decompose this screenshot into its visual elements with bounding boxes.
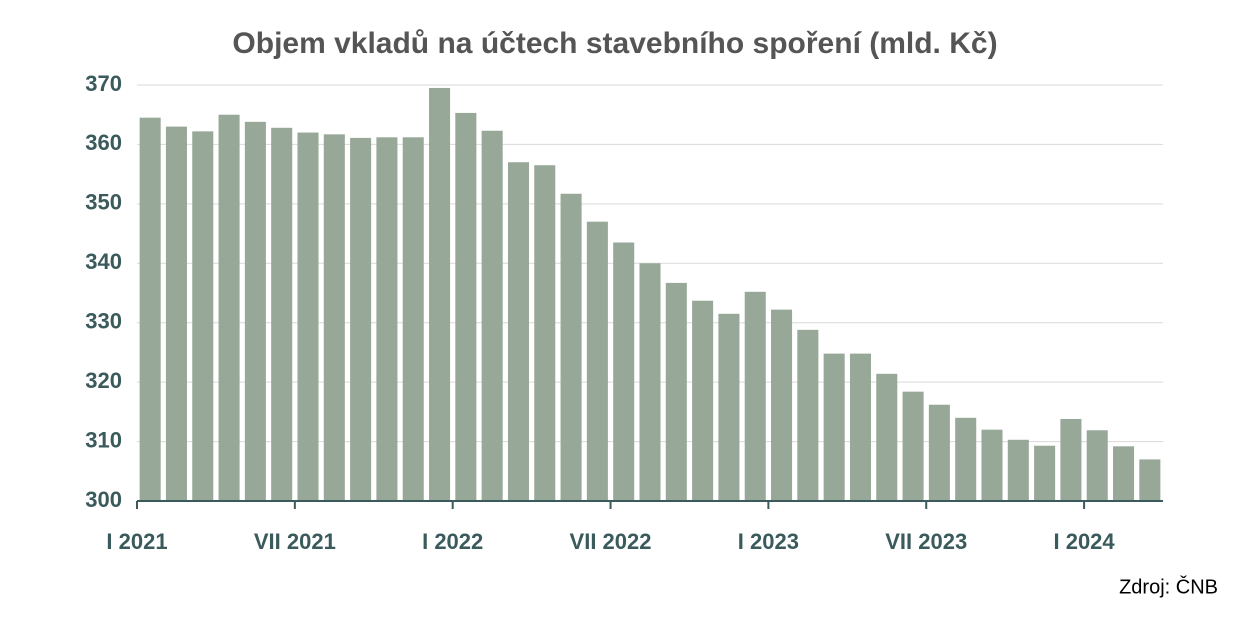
bar	[1139, 459, 1161, 501]
y-tick-label: 300	[85, 487, 122, 512]
x-tick-label: VII 2021	[254, 529, 336, 554]
bar	[1113, 446, 1135, 501]
bar	[244, 121, 266, 502]
bar	[849, 353, 871, 501]
bar	[692, 300, 714, 501]
source: Zdroj: ČNB	[1119, 575, 1218, 598]
bar	[481, 130, 503, 501]
bar	[297, 132, 319, 502]
x-tick-label: I 2022	[422, 529, 483, 554]
bar	[218, 114, 240, 501]
bar	[981, 429, 1003, 501]
y-tick-label: 340	[85, 249, 122, 274]
x-tick-label: VII 2023	[885, 529, 967, 554]
y-tick-label: 360	[85, 130, 122, 155]
bar	[797, 329, 819, 501]
x-tick-label: I 2021	[106, 529, 167, 554]
bar	[429, 87, 451, 501]
bar	[902, 391, 924, 501]
y-tick-label: 320	[85, 368, 122, 393]
y-tick-label: 310	[85, 427, 122, 452]
bar	[665, 282, 687, 501]
chart-title: Objem vkladů na účtech stavebního spořen…	[232, 27, 997, 60]
bar	[350, 137, 372, 502]
bar	[534, 165, 556, 501]
bar	[1086, 430, 1108, 501]
x-tick-label: I 2023	[738, 529, 799, 554]
bar	[139, 117, 161, 501]
bar	[271, 127, 293, 501]
bar	[455, 112, 477, 501]
bar	[376, 137, 398, 501]
bar	[928, 404, 950, 501]
x-tick-label: I 2024	[1053, 529, 1115, 554]
bar	[718, 313, 740, 501]
y-tick-label: 350	[85, 190, 122, 215]
bar	[586, 221, 608, 501]
bar	[1060, 418, 1082, 501]
bar	[876, 373, 898, 501]
bar	[323, 134, 345, 501]
bar	[560, 193, 582, 502]
bar	[402, 137, 424, 501]
bar	[507, 162, 529, 501]
bar	[744, 291, 766, 501]
bar	[1034, 445, 1056, 501]
bar	[771, 309, 793, 501]
bar	[639, 263, 661, 501]
bar	[1007, 439, 1029, 501]
bar	[823, 353, 845, 501]
bar	[613, 242, 635, 501]
y-tick-label: 330	[85, 309, 122, 334]
bar	[192, 131, 214, 501]
bar	[955, 417, 977, 501]
x-tick-label: VII 2022	[570, 529, 652, 554]
y-tick-label: 370	[85, 71, 122, 96]
bar	[165, 126, 187, 501]
